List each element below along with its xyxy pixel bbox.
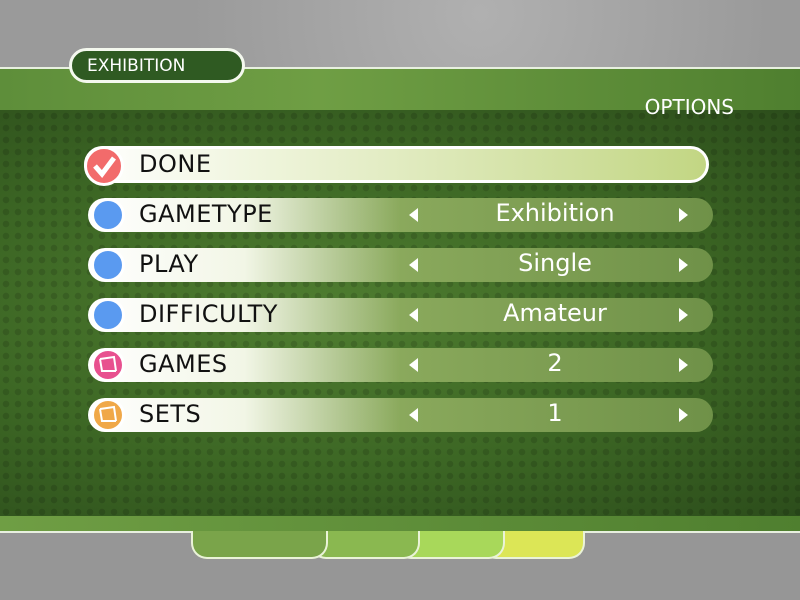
option-row-play[interactable] <box>88 248 713 282</box>
arrow-left-icon[interactable] <box>409 308 418 322</box>
option-value: 2 <box>547 349 563 377</box>
progress-segment-1 <box>191 531 328 559</box>
option-value: Single <box>518 249 592 277</box>
net-icon <box>91 398 125 432</box>
arrow-right-icon[interactable] <box>679 258 688 272</box>
arrow-right-icon[interactable] <box>679 208 688 222</box>
option-label: PLAY <box>139 250 199 278</box>
done-button[interactable] <box>84 146 709 183</box>
option-row-games[interactable] <box>88 348 713 382</box>
arrow-right-icon[interactable] <box>679 358 688 372</box>
done-label: DONE <box>139 150 212 178</box>
arrow-right-icon[interactable] <box>679 408 688 422</box>
option-row-gametype[interactable] <box>88 198 713 232</box>
option-row-difficulty[interactable] <box>88 298 713 332</box>
option-label: SETS <box>139 400 202 428</box>
option-label: DIFFICULTY <box>139 300 278 328</box>
option-value: Exhibition <box>495 199 615 227</box>
option-value: Amateur <box>503 299 607 327</box>
option-row-sets[interactable] <box>88 398 713 432</box>
option-label: GAMES <box>139 350 228 378</box>
arrow-left-icon[interactable] <box>409 358 418 372</box>
dot-icon <box>91 248 125 282</box>
mode-tab: EXHIBITION <box>69 48 245 83</box>
arrow-left-icon[interactable] <box>409 208 418 222</box>
page-title: OPTIONS <box>644 95 734 119</box>
arrow-left-icon[interactable] <box>409 258 418 272</box>
option-label: GAMETYPE <box>139 200 273 228</box>
check-icon <box>84 146 124 186</box>
arrow-left-icon[interactable] <box>409 408 418 422</box>
dot-icon <box>91 198 125 232</box>
net-icon <box>91 348 125 382</box>
progress-segment-2 <box>310 531 420 559</box>
option-value: 1 <box>547 399 563 427</box>
arrow-right-icon[interactable] <box>679 308 688 322</box>
dot-icon <box>91 298 125 332</box>
